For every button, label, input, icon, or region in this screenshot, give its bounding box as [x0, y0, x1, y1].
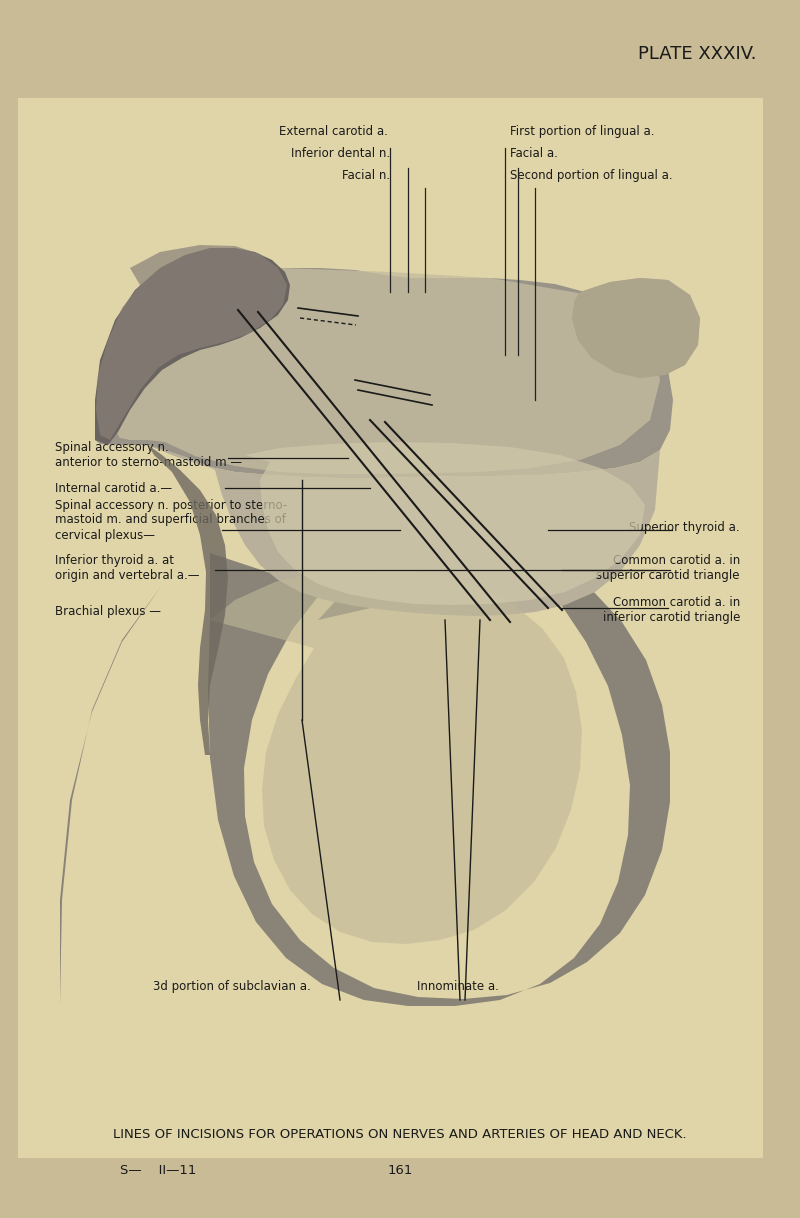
Text: PLATE XXXIV.: PLATE XXXIV. [638, 45, 756, 63]
Polygon shape [105, 268, 660, 474]
Text: Facial a.: Facial a. [510, 147, 558, 160]
Text: S—    II—11: S— II—11 [120, 1163, 196, 1177]
Text: Common carotid a. in
inferior carotid triangle: Common carotid a. in inferior carotid tr… [602, 596, 740, 624]
Text: LINES OF INCISIONS FOR OPERATIONS ON NERVES AND ARTERIES OF HEAD AND NECK.: LINES OF INCISIONS FOR OPERATIONS ON NER… [113, 1129, 687, 1141]
Text: Internal carotid a.—: Internal carotid a.— [55, 481, 172, 495]
Bar [18, 97, 763, 1158]
Text: Second portion of lingual a.: Second portion of lingual a. [510, 169, 673, 181]
Text: Innominate a.: Innominate a. [417, 980, 499, 993]
Polygon shape [148, 445, 660, 616]
Polygon shape [245, 442, 645, 605]
Text: 161: 161 [387, 1163, 413, 1177]
Polygon shape [60, 546, 670, 1006]
Polygon shape [572, 278, 700, 378]
Polygon shape [148, 445, 228, 755]
Text: Brachial plexus —: Brachial plexus — [55, 605, 161, 619]
Polygon shape [95, 268, 673, 477]
Text: Inferior thyroid a. at
origin and vertebral a.—: Inferior thyroid a. at origin and verteb… [55, 554, 199, 582]
Polygon shape [572, 278, 700, 378]
Text: Facial n.: Facial n. [342, 169, 390, 181]
Text: Spinal accessory n.
anterior to sterno-mastoid m —: Spinal accessory n. anterior to sterno-m… [55, 441, 242, 469]
Text: Common carotid a. in
superior carotid triangle: Common carotid a. in superior carotid tr… [597, 554, 740, 582]
Polygon shape [96, 245, 287, 440]
Text: First portion of lingual a.: First portion of lingual a. [510, 125, 654, 138]
Polygon shape [210, 568, 582, 944]
Text: 3d portion of subclavian a.: 3d portion of subclavian a. [153, 980, 311, 993]
Polygon shape [95, 248, 290, 445]
Text: Inferior dental n.: Inferior dental n. [291, 147, 390, 160]
Text: External carotid a.: External carotid a. [279, 125, 388, 138]
Text: Spinal accessory n. posterior to sterno-
mastoid m. and superficial branches of
: Spinal accessory n. posterior to sterno-… [55, 498, 287, 542]
Text: Superior thyroid a.: Superior thyroid a. [630, 521, 740, 535]
